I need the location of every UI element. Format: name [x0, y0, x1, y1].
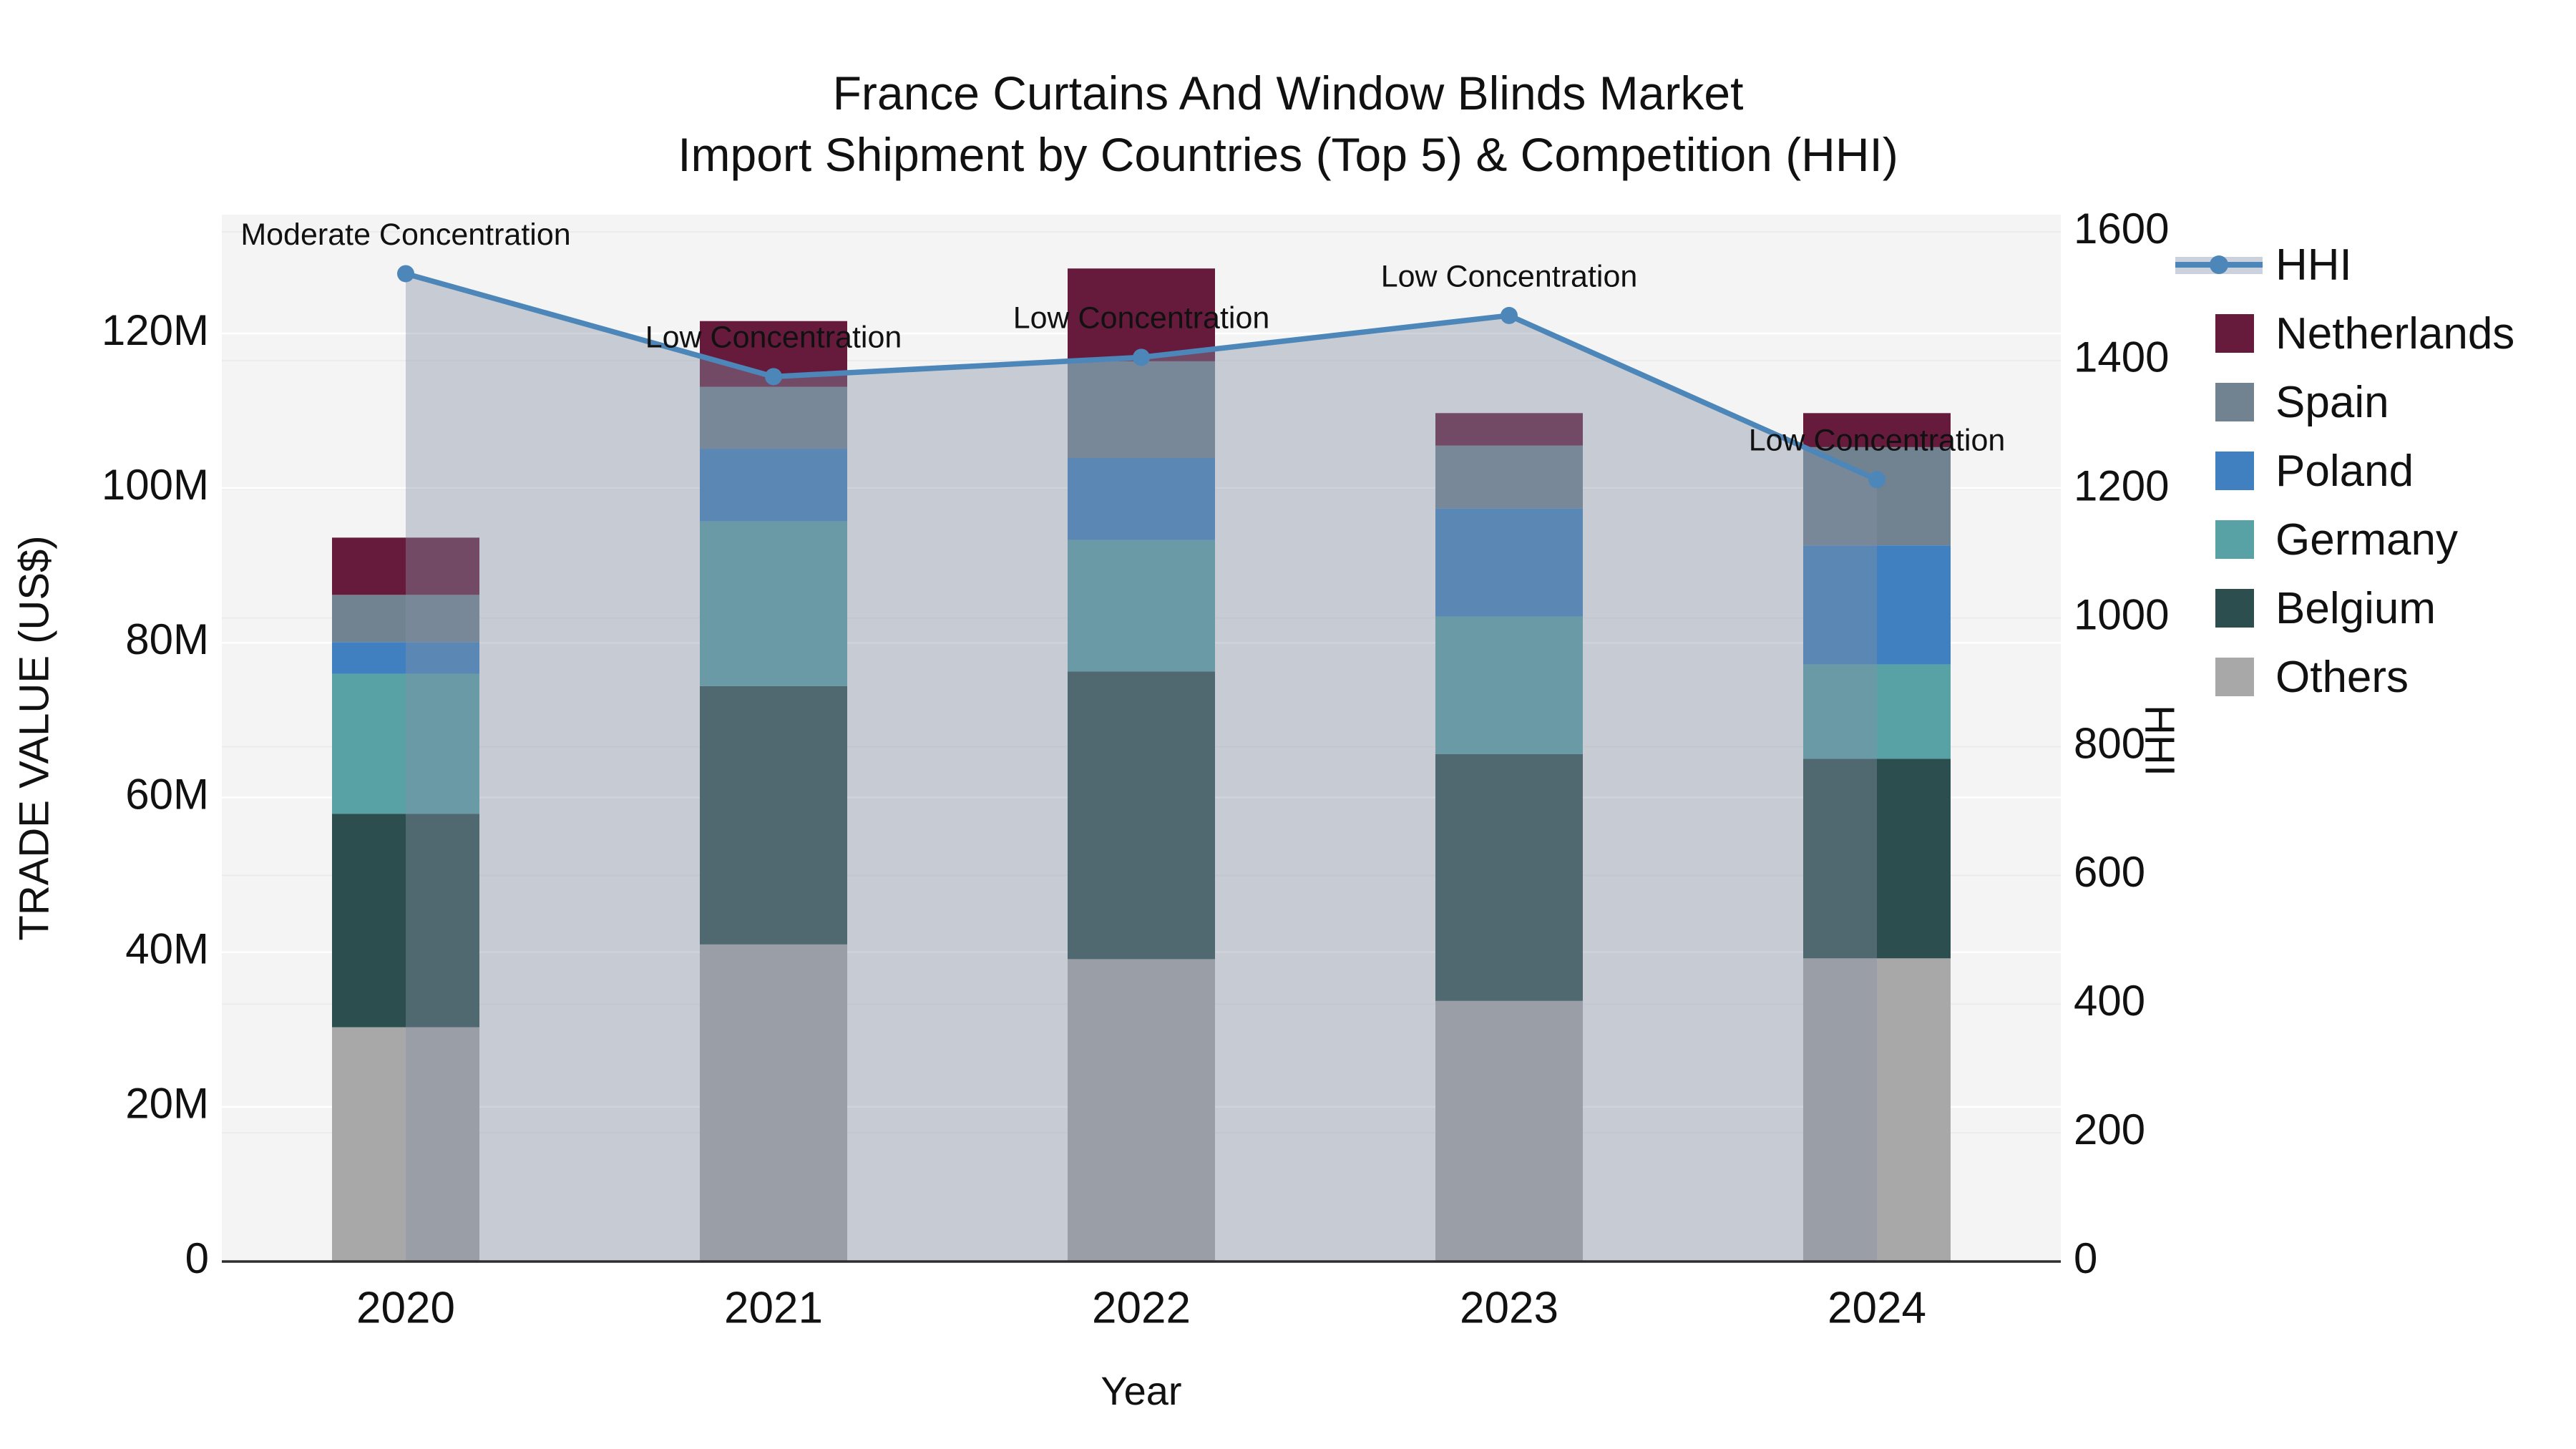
legend-swatch-spain	[2215, 383, 2254, 421]
bar-segment-others-2024[interactable]	[1803, 958, 1951, 1262]
y-right-tick: 400	[2074, 977, 2145, 1025]
y-right-tick: 800	[2074, 719, 2145, 767]
y-left-tick: 0	[185, 1234, 209, 1282]
y-left-tick: 120M	[102, 306, 209, 354]
y-right-tick: 0	[2074, 1234, 2097, 1282]
legend-swatch-others	[2215, 658, 2254, 696]
bar-segment-spain-2024[interactable]	[1803, 447, 1951, 546]
bar-segment-spain-2020[interactable]	[332, 595, 479, 643]
y-left-axis-title: TRADE VALUE (US$)	[11, 535, 57, 940]
bar-segment-others-2021[interactable]	[700, 944, 847, 1262]
bar-segment-germany-2020[interactable]	[332, 673, 479, 814]
hhi-marker-2020[interactable]	[397, 265, 414, 283]
y-left-tick: 60M	[125, 770, 209, 818]
legend-label: HHI	[2275, 240, 2352, 290]
bar-segment-poland-2024[interactable]	[1803, 545, 1951, 665]
x-tick-label: 2022	[1092, 1283, 1191, 1332]
hhi-marker-2024[interactable]	[1868, 471, 1885, 489]
hhi-marker-2021[interactable]	[765, 368, 782, 386]
bar-segment-netherlands-2020[interactable]	[332, 537, 479, 595]
x-tick-label: 2020	[356, 1283, 455, 1332]
legend-item-poland[interactable]: Poland	[2215, 436, 2514, 505]
bar-segment-others-2023[interactable]	[1435, 1000, 1583, 1262]
bar-segment-germany-2021[interactable]	[700, 521, 847, 686]
bar-segment-others-2020[interactable]	[332, 1027, 479, 1262]
y-right-tick: 1400	[2074, 333, 2169, 381]
annotation-2024: Low Concentration	[1749, 424, 2006, 458]
bar-segment-poland-2023[interactable]	[1435, 508, 1583, 617]
x-tick-label: 2024	[1828, 1283, 1926, 1332]
bar-segment-spain-2021[interactable]	[700, 386, 847, 449]
legend-swatch-netherlands	[2215, 314, 2254, 353]
legend: HHI Netherlands Spain Poland Germany Belgium O…	[2175, 230, 2514, 711]
bar-segment-germany-2023[interactable]	[1435, 616, 1583, 754]
y-right-tick: 200	[2074, 1106, 2145, 1153]
y-left-tick: 100M	[102, 461, 209, 509]
y-right-tick: 1600	[2074, 205, 2169, 253]
hhi-line-sample-icon	[2175, 245, 2263, 284]
annotation-2023: Low Concentration	[1381, 259, 1638, 293]
legend-label: Netherlands	[2275, 308, 2515, 358]
bar-segment-spain-2022[interactable]	[1068, 361, 1215, 459]
y-left-tick: 40M	[125, 925, 209, 973]
bar-segment-spain-2023[interactable]	[1435, 445, 1583, 509]
legend-label: Poland	[2275, 446, 2414, 496]
legend-item-hhi[interactable]: HHI	[2175, 230, 2514, 299]
bar-segment-others-2022[interactable]	[1068, 959, 1215, 1262]
bar-segment-belgium-2022[interactable]	[1068, 671, 1215, 960]
legend-item-others[interactable]: Others	[2215, 643, 2514, 711]
legend-label: Spain	[2275, 377, 2389, 427]
x-tick-label: 2023	[1460, 1283, 1558, 1332]
bar-segment-poland-2020[interactable]	[332, 642, 479, 674]
x-axis-title: Year	[1101, 1368, 1181, 1413]
bar-segment-belgium-2023[interactable]	[1435, 753, 1583, 1001]
y-right-tick: 600	[2074, 848, 2145, 896]
bar-segment-germany-2022[interactable]	[1068, 540, 1215, 672]
bar-segment-germany-2024[interactable]	[1803, 664, 1951, 759]
chart-title-line1: France Curtains And Window Blinds Market	[832, 67, 1744, 119]
legend-item-belgium[interactable]: Belgium	[2215, 574, 2514, 643]
bar-segment-netherlands-2022[interactable]	[1068, 268, 1215, 361]
y-right-tick: 1000	[2074, 590, 2169, 638]
legend-label: Germany	[2275, 514, 2458, 565]
y-right-axis-title: HHI	[2137, 705, 2183, 776]
bar-segment-belgium-2020[interactable]	[332, 814, 479, 1028]
y-left-tick: 80M	[125, 615, 209, 663]
legend-swatch-poland	[2215, 452, 2254, 490]
chart-title-line2: Import Shipment by Countries (Top 5) & C…	[678, 127, 1898, 181]
chart-title: France Curtains And Window Blinds Market…	[0, 63, 2576, 186]
bar-segment-belgium-2021[interactable]	[700, 686, 847, 945]
bar-segment-poland-2021[interactable]	[700, 449, 847, 522]
legend-label: Others	[2275, 652, 2409, 702]
y-left-tick: 20M	[125, 1080, 209, 1128]
y-right-tick: 1200	[2074, 462, 2169, 510]
bar-segment-poland-2022[interactable]	[1068, 458, 1215, 540]
legend-swatch-belgium	[2215, 589, 2254, 628]
x-tick-label: 2021	[724, 1283, 823, 1332]
bar-segment-belgium-2024[interactable]	[1803, 758, 1951, 959]
annotation-2020: Moderate Concentration	[240, 218, 570, 252]
hhi-area-fill	[406, 273, 1877, 1262]
hhi-marker-2022[interactable]	[1133, 348, 1150, 366]
bar-segment-netherlands-2024[interactable]	[1803, 413, 1951, 447]
legend-item-netherlands[interactable]: Netherlands	[2215, 299, 2514, 368]
legend-item-germany[interactable]: Germany	[2215, 505, 2514, 574]
legend-item-spain[interactable]: Spain	[2215, 368, 2514, 436]
annotation-2021: Low Concentration	[645, 321, 902, 355]
bar-segment-netherlands-2023[interactable]	[1435, 413, 1583, 446]
hhi-marker-2023[interactable]	[1501, 306, 1518, 324]
annotation-2022: Low Concentration	[1013, 301, 1270, 336]
legend-label: Belgium	[2275, 583, 2436, 633]
legend-swatch-germany	[2215, 520, 2254, 559]
